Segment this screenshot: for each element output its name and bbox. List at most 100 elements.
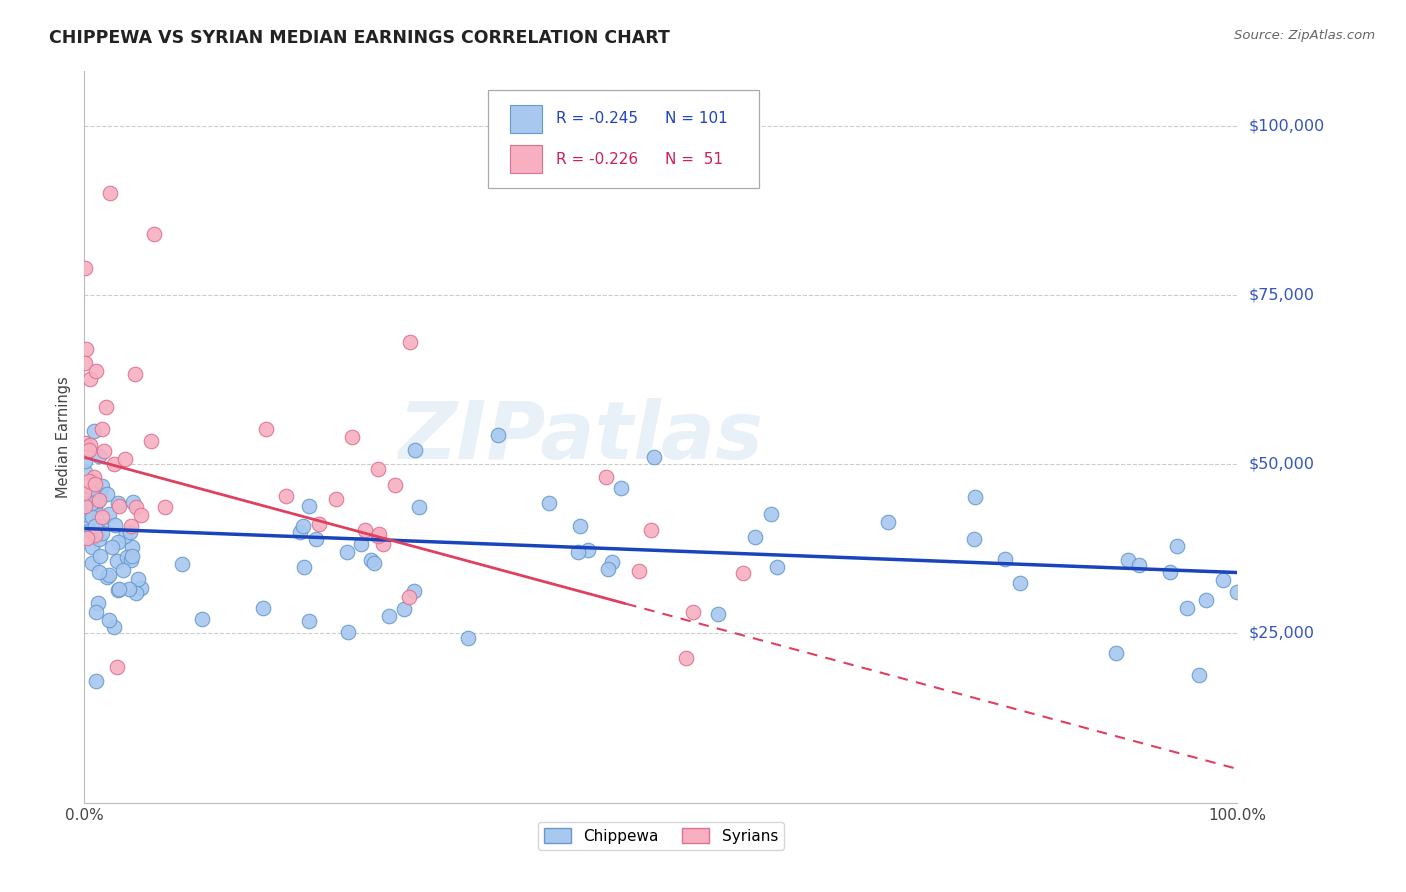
Point [675, 650, 697, 665]
Point [75, 435, 97, 450]
Point [486, 428, 509, 442]
Point [75, 507, 97, 521]
Point [91, 526, 114, 541]
Point [643, 450, 665, 465]
Point [100, 541, 122, 555]
Point [118, 525, 141, 540]
Point [86, 493, 108, 508]
Point [79, 372, 101, 386]
Point [336, 544, 359, 558]
Point [107, 535, 129, 549]
Point [595, 470, 617, 484]
Point [107, 582, 129, 596]
Point [538, 496, 561, 510]
Point [93, 444, 115, 458]
Text: CHIPPEWA VS SYRIAN MEDIAN EARNINGS CORRELATION CHART: CHIPPEWA VS SYRIAN MEDIAN EARNINGS CORRE… [49, 29, 671, 46]
Point [337, 624, 360, 639]
Point [98, 613, 121, 627]
Point [325, 492, 347, 507]
Point [600, 555, 623, 569]
Point [75, 465, 97, 479]
Text: $100,000: $100,000 [1249, 118, 1324, 133]
Point [628, 564, 651, 578]
Point [1212, 573, 1234, 587]
Point [1159, 565, 1181, 579]
Point [399, 335, 422, 350]
Point [84, 673, 107, 688]
Point [367, 462, 389, 476]
Point [384, 478, 406, 492]
Point [1166, 539, 1188, 553]
Point [568, 518, 591, 533]
Point [609, 481, 631, 495]
Point [111, 563, 134, 577]
Point [1008, 575, 1031, 590]
Point [89, 487, 111, 501]
Point [83, 470, 105, 484]
Point [80, 496, 103, 510]
Point [75, 521, 97, 535]
Point [82, 510, 104, 524]
Point [127, 572, 149, 586]
Point [87, 566, 110, 580]
Text: Source: ZipAtlas.com: Source: ZipAtlas.com [1234, 29, 1375, 42]
Point [76, 531, 98, 545]
Point [103, 458, 125, 472]
FancyBboxPatch shape [510, 145, 543, 173]
Point [404, 443, 426, 458]
Point [288, 525, 311, 540]
Point [73, 260, 96, 275]
Point [84, 527, 107, 541]
Point [706, 607, 728, 622]
Point [90, 479, 112, 493]
Text: $25,000: $25,000 [1249, 626, 1315, 641]
Point [84, 519, 107, 533]
Point [87, 596, 110, 610]
Point [122, 495, 145, 509]
Point [1188, 668, 1211, 682]
Point [84, 363, 107, 377]
Point [98, 567, 121, 582]
Point [308, 516, 330, 531]
Point [120, 519, 142, 533]
Point [98, 186, 121, 201]
Point [142, 227, 165, 241]
Point [114, 529, 136, 543]
Point [107, 582, 129, 597]
Point [340, 430, 363, 444]
Point [298, 615, 321, 629]
Point [367, 528, 389, 542]
Point [744, 530, 766, 544]
Point [105, 660, 128, 674]
Point [373, 536, 395, 550]
Text: $75,000: $75,000 [1249, 287, 1315, 302]
Point [129, 508, 152, 523]
Point [766, 560, 789, 574]
Point [73, 499, 96, 513]
Point [963, 533, 986, 547]
Point [107, 496, 129, 510]
Point [125, 586, 148, 600]
Point [82, 485, 104, 500]
Point [759, 508, 782, 522]
Point [360, 553, 382, 567]
Point [304, 532, 326, 546]
Point [120, 553, 142, 567]
Point [367, 527, 389, 541]
Text: R = -0.226: R = -0.226 [555, 152, 638, 167]
Point [91, 510, 114, 524]
Point [87, 493, 110, 508]
Point [96, 487, 118, 501]
Point [576, 543, 599, 558]
Point [90, 422, 112, 436]
Point [190, 611, 212, 625]
Point [1225, 584, 1247, 599]
FancyBboxPatch shape [488, 90, 759, 188]
Point [125, 500, 148, 515]
Text: ZIPatlas: ZIPatlas [398, 398, 762, 476]
Point [141, 434, 163, 449]
Point [96, 570, 118, 584]
Point [103, 518, 125, 533]
Point [87, 532, 110, 546]
Point [121, 549, 143, 564]
